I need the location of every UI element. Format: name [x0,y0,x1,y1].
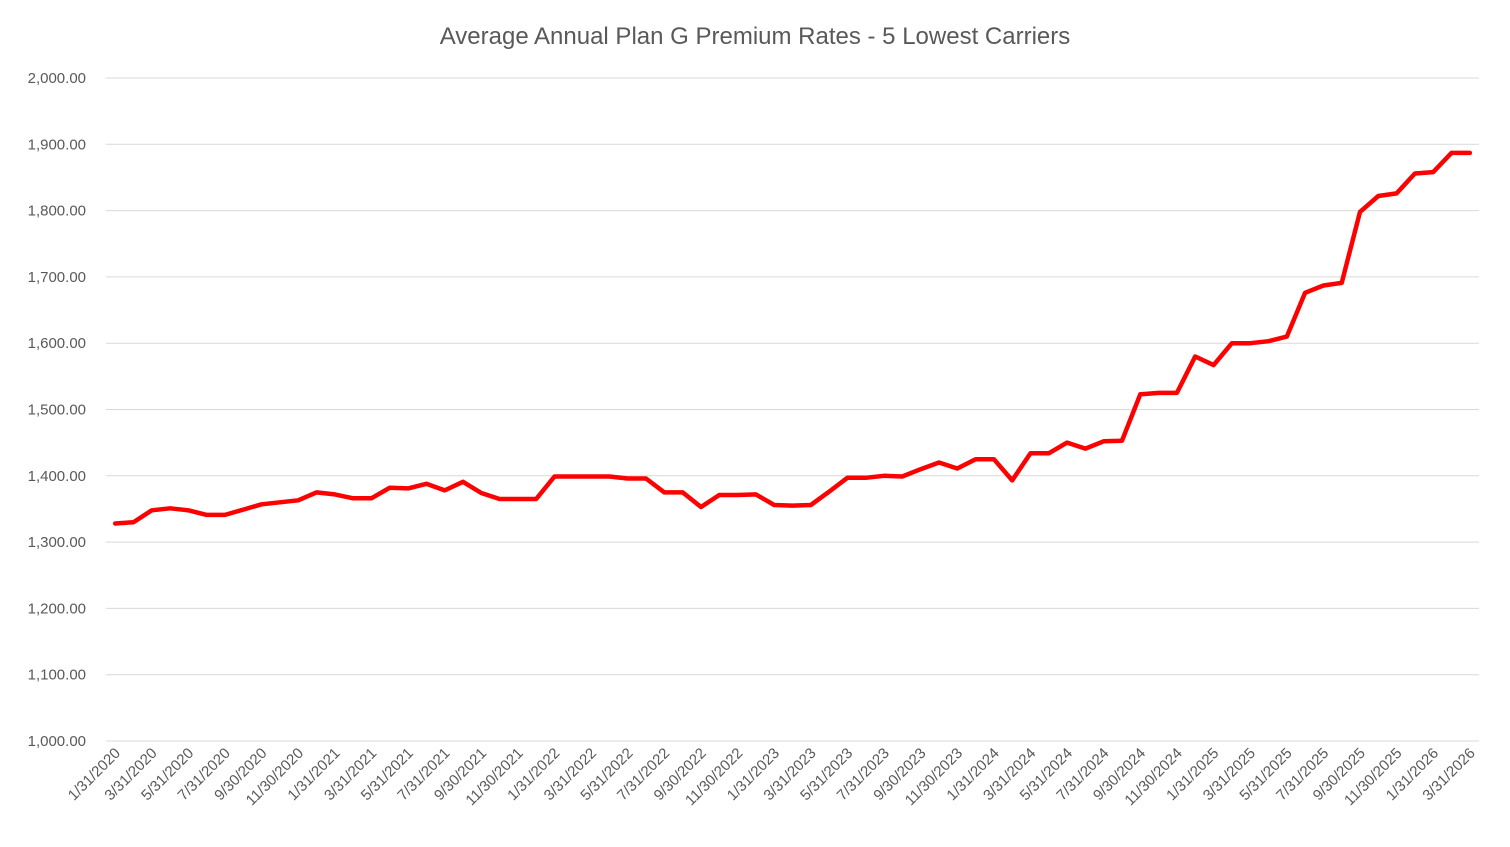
y-tick-label: 1,600.00 [28,335,86,352]
y-tick-label: 1,000.00 [28,733,86,750]
series-line [112,150,1473,526]
y-tick-label: 2,000.00 [28,70,86,87]
y-tick-label: 1,400.00 [28,468,86,485]
y-tick-label: 1,700.00 [28,269,86,286]
gridlines [106,77,1479,742]
y-tick-label: 1,800.00 [28,203,86,220]
y-axis-tick-labels: 1,000.00 1,100.00 1,200.00 1,300.00 1,400.00… [28,70,86,750]
chart-title: Average Annual Plan G Premium Rates - 5 … [440,23,1071,50]
y-tick-label: 1,100.00 [28,667,86,684]
y-tick-label: 1,200.00 [28,600,86,617]
y-tick-label: 1,900.00 [28,136,86,153]
x-axis-tick-labels: 1/31/20203/31/20205/31/20207/31/20209/30… [65,745,1479,809]
y-tick-label: 1,500.00 [28,402,86,419]
series-layer [112,150,1473,526]
y-tick-label: 1,300.00 [28,534,86,551]
